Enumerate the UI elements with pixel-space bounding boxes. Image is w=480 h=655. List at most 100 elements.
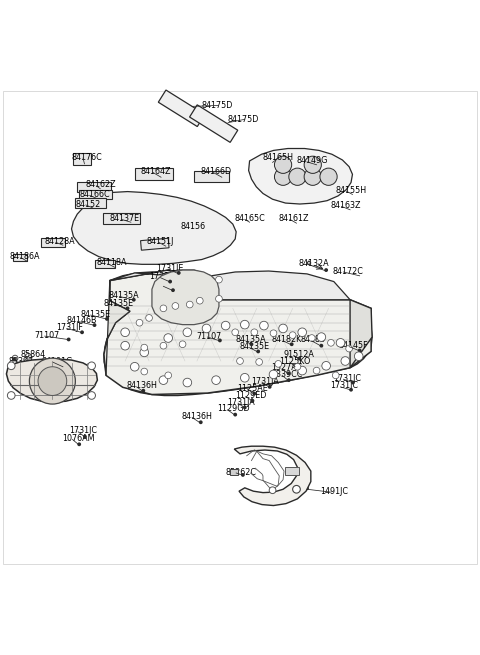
Circle shape bbox=[186, 301, 193, 308]
Circle shape bbox=[289, 168, 306, 185]
Circle shape bbox=[189, 303, 191, 305]
Text: 84146B: 84146B bbox=[67, 316, 97, 325]
Text: 71107: 71107 bbox=[196, 331, 221, 341]
Text: 84186A: 84186A bbox=[9, 252, 40, 261]
Circle shape bbox=[202, 324, 211, 333]
Text: 84156: 84156 bbox=[180, 223, 205, 231]
Text: 1731JC: 1731JC bbox=[149, 272, 177, 281]
Polygon shape bbox=[190, 105, 238, 142]
Polygon shape bbox=[12, 253, 27, 261]
Circle shape bbox=[260, 322, 268, 330]
Circle shape bbox=[316, 369, 318, 371]
Text: 1129ED: 1129ED bbox=[235, 391, 266, 400]
Circle shape bbox=[253, 331, 255, 333]
Circle shape bbox=[320, 344, 323, 348]
Polygon shape bbox=[79, 190, 112, 199]
Polygon shape bbox=[41, 238, 65, 247]
Circle shape bbox=[275, 156, 292, 174]
Circle shape bbox=[273, 332, 275, 334]
Circle shape bbox=[275, 168, 292, 185]
Circle shape bbox=[297, 365, 299, 367]
Polygon shape bbox=[234, 446, 311, 506]
Text: 1731JC: 1731JC bbox=[69, 426, 96, 436]
Circle shape bbox=[298, 357, 301, 360]
Circle shape bbox=[216, 276, 222, 283]
Text: 1731JA: 1731JA bbox=[228, 398, 255, 407]
Circle shape bbox=[148, 317, 150, 319]
Circle shape bbox=[251, 329, 258, 335]
Text: 84163Z: 84163Z bbox=[331, 201, 361, 210]
Circle shape bbox=[240, 373, 249, 382]
Polygon shape bbox=[230, 469, 238, 475]
Circle shape bbox=[183, 328, 192, 337]
Text: 84135E: 84135E bbox=[80, 310, 110, 318]
Text: 84136H: 84136H bbox=[181, 412, 213, 421]
Circle shape bbox=[298, 328, 307, 337]
Circle shape bbox=[132, 298, 136, 302]
Circle shape bbox=[268, 385, 272, 389]
Circle shape bbox=[290, 343, 294, 346]
Text: 84162Z: 84162Z bbox=[86, 180, 117, 189]
Circle shape bbox=[212, 376, 220, 384]
Circle shape bbox=[324, 268, 328, 272]
Polygon shape bbox=[110, 270, 350, 300]
Circle shape bbox=[330, 342, 332, 344]
Circle shape bbox=[332, 372, 339, 379]
Circle shape bbox=[251, 399, 254, 403]
Text: 1339CC: 1339CC bbox=[272, 370, 303, 379]
Polygon shape bbox=[103, 213, 140, 223]
Circle shape bbox=[270, 330, 277, 337]
Text: 84165H: 84165H bbox=[263, 153, 294, 162]
Circle shape bbox=[232, 329, 239, 335]
Circle shape bbox=[221, 322, 230, 330]
Circle shape bbox=[304, 168, 322, 185]
Circle shape bbox=[141, 345, 148, 351]
Text: 84155H: 84155H bbox=[336, 185, 367, 195]
Circle shape bbox=[272, 489, 274, 491]
Text: 84135A: 84135A bbox=[108, 291, 139, 300]
Circle shape bbox=[239, 360, 241, 362]
Text: 83397: 83397 bbox=[8, 358, 34, 366]
Circle shape bbox=[289, 332, 296, 339]
Text: 84176C: 84176C bbox=[72, 153, 102, 162]
Circle shape bbox=[174, 305, 176, 307]
Circle shape bbox=[216, 295, 222, 302]
Circle shape bbox=[335, 375, 336, 377]
Circle shape bbox=[294, 364, 301, 370]
Circle shape bbox=[171, 288, 175, 292]
Circle shape bbox=[67, 337, 71, 341]
Text: 84191G: 84191G bbox=[42, 356, 73, 365]
Circle shape bbox=[295, 365, 299, 369]
Polygon shape bbox=[194, 171, 228, 181]
Polygon shape bbox=[249, 149, 352, 204]
Polygon shape bbox=[104, 270, 371, 394]
Circle shape bbox=[233, 413, 237, 417]
Circle shape bbox=[279, 324, 288, 333]
Circle shape bbox=[183, 378, 192, 387]
Circle shape bbox=[126, 307, 130, 310]
Circle shape bbox=[140, 348, 149, 357]
Circle shape bbox=[250, 343, 253, 346]
Text: 84166D: 84166D bbox=[201, 167, 232, 176]
Text: 84132A: 84132A bbox=[299, 259, 329, 268]
Circle shape bbox=[142, 389, 145, 392]
Text: 84118A: 84118A bbox=[96, 258, 127, 267]
Text: 84135A: 84135A bbox=[235, 335, 266, 345]
Circle shape bbox=[358, 348, 361, 352]
Text: 84165C: 84165C bbox=[234, 214, 265, 223]
Text: 84151J: 84151J bbox=[147, 237, 174, 246]
Text: 1125KO: 1125KO bbox=[279, 356, 311, 365]
Circle shape bbox=[234, 331, 236, 333]
Circle shape bbox=[83, 435, 87, 439]
Circle shape bbox=[218, 298, 220, 300]
Polygon shape bbox=[6, 359, 97, 402]
Text: 84137E: 84137E bbox=[110, 214, 140, 223]
Circle shape bbox=[162, 345, 164, 346]
Circle shape bbox=[320, 168, 337, 185]
Circle shape bbox=[38, 367, 67, 396]
Circle shape bbox=[7, 362, 15, 369]
Circle shape bbox=[80, 330, 84, 334]
Circle shape bbox=[121, 328, 130, 337]
Circle shape bbox=[136, 320, 143, 326]
Text: 84152: 84152 bbox=[75, 200, 101, 208]
